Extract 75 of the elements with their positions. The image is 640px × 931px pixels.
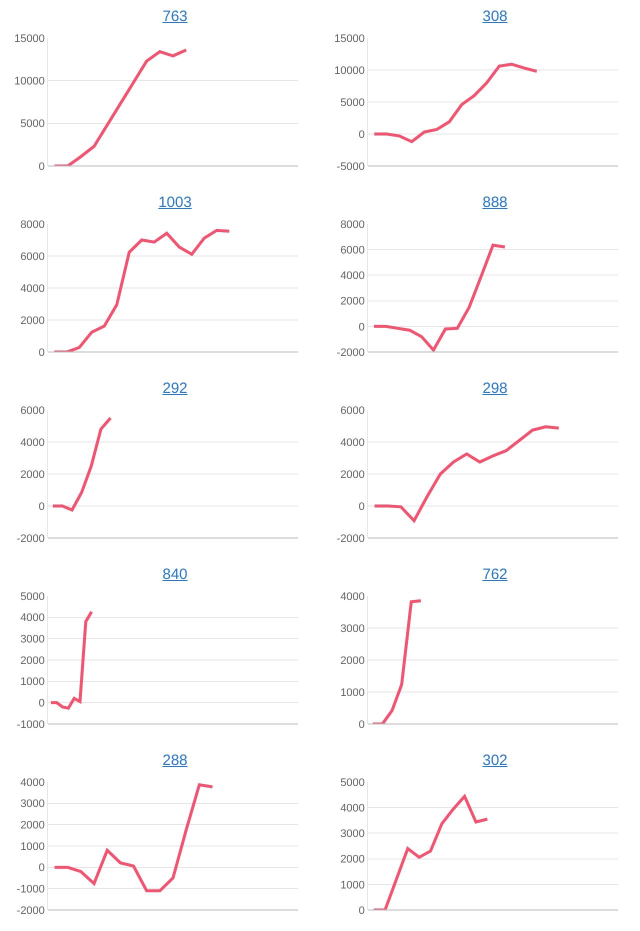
- chart-title: 298: [481, 379, 509, 399]
- y-tick-label: 6000: [340, 244, 365, 256]
- y-tick-label: 2000: [340, 654, 365, 667]
- line-series: [53, 48, 188, 166]
- y-tick-label: 2000: [340, 854, 365, 866]
- y-tick-label: 6000: [340, 404, 365, 417]
- y-tick-label: 2000: [20, 468, 45, 481]
- y-tick-label: 1000: [20, 840, 45, 853]
- y-tick-label: 10000: [334, 64, 365, 77]
- y-tick-label: 5000: [20, 590, 45, 603]
- y-tick-label: 4000: [20, 282, 45, 295]
- chart-title: 308: [481, 7, 509, 27]
- chart-title: 1003: [157, 193, 193, 213]
- line-series: [372, 244, 506, 352]
- chart-title: 288: [161, 751, 189, 771]
- y-tick-label: 0: [358, 904, 365, 917]
- y-tick-label: 4000: [20, 436, 45, 449]
- y-tick-label: -2000: [16, 904, 45, 917]
- y-tick-label: 2000: [340, 296, 365, 308]
- y-tick-label: 4000: [20, 776, 45, 789]
- y-tick-label: 3000: [340, 622, 365, 635]
- y-tick-label: 0: [358, 128, 365, 141]
- y-tick-label: 4000: [340, 590, 365, 603]
- line-series: [372, 62, 538, 144]
- y-tick-label: 0: [38, 346, 45, 359]
- y-tick-label: 4000: [20, 612, 45, 624]
- y-tick-label: 1000: [340, 686, 365, 699]
- y-tick-label: -2000: [336, 532, 365, 545]
- y-tick-label: 15000: [14, 32, 45, 45]
- y-tick-label: 0: [358, 718, 365, 731]
- chart-title: 888: [481, 193, 509, 213]
- y-tick-label: -1000: [16, 884, 45, 896]
- y-tick-label: 8000: [20, 218, 45, 231]
- y-tick-label: -2000: [16, 532, 45, 545]
- y-tick-label: 2000: [20, 654, 45, 667]
- line-series: [53, 783, 214, 892]
- y-tick-label: 15000: [334, 32, 365, 45]
- y-tick-label: 3000: [340, 828, 365, 840]
- line-series: [371, 599, 422, 724]
- chart-title: 763: [161, 7, 189, 27]
- chart-title: 292: [161, 379, 189, 399]
- y-tick-label: 8000: [340, 218, 365, 231]
- y-tick-label: 0: [38, 160, 45, 173]
- y-tick-label: -5000: [336, 160, 365, 173]
- y-tick-label: -1000: [16, 718, 45, 731]
- y-tick-label: 0: [38, 862, 45, 874]
- y-tick-label: -2000: [336, 346, 365, 359]
- y-tick-label: 6000: [20, 404, 45, 417]
- y-tick-label: 4000: [340, 802, 365, 814]
- y-tick-label: 0: [38, 698, 45, 710]
- y-tick-label: 3000: [20, 798, 45, 810]
- chart-title: 762: [481, 565, 509, 585]
- y-tick-label: 10000: [14, 76, 45, 88]
- y-tick-label: 5000: [340, 776, 365, 789]
- line-series: [373, 425, 560, 522]
- line-series: [49, 610, 94, 710]
- y-tick-label: 5000: [20, 118, 45, 130]
- y-tick-label: 1000: [340, 879, 365, 892]
- chart-title: 302: [481, 751, 509, 771]
- y-tick-label: 4000: [340, 436, 365, 449]
- chart-title: 840: [161, 565, 189, 585]
- y-tick-label: 2000: [340, 468, 365, 481]
- y-tick-label: 6000: [20, 250, 45, 263]
- y-tick-label: 0: [358, 321, 365, 334]
- y-tick-label: 0: [38, 500, 45, 513]
- y-tick-label: 5000: [340, 96, 365, 109]
- y-tick-label: 0: [358, 500, 365, 513]
- y-tick-label: 4000: [340, 270, 365, 282]
- line-series: [372, 794, 489, 910]
- line-series: [52, 228, 231, 352]
- y-tick-label: 3000: [20, 634, 45, 646]
- y-tick-label: 2000: [20, 314, 45, 327]
- y-tick-label: 2000: [20, 820, 45, 832]
- line-series: [51, 416, 112, 512]
- y-tick-label: 1000: [20, 676, 45, 688]
